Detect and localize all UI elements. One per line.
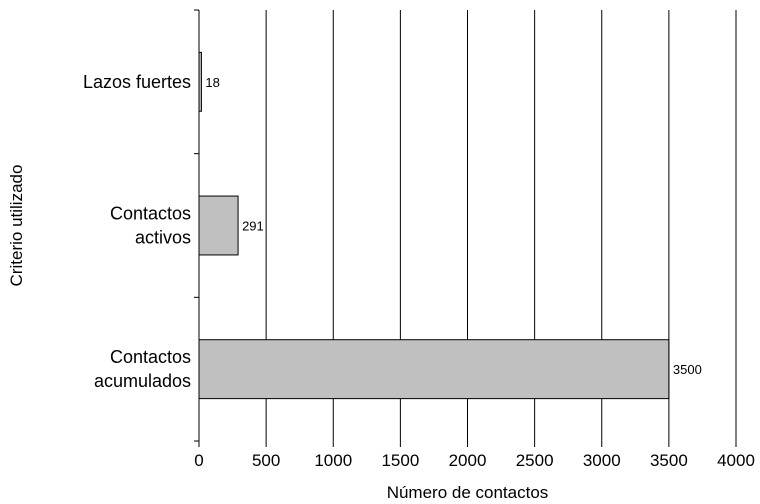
- x-tick-label: 4000: [717, 451, 755, 470]
- x-tick-label: 3000: [583, 451, 621, 470]
- data-label: 3500: [673, 362, 702, 377]
- x-tick-label: 3500: [650, 451, 688, 470]
- y-axis-title: Criterio utilizado: [7, 165, 26, 287]
- category-labels: Lazos fuertes Contactos activos Contactos ac…: [83, 72, 191, 391]
- x-tick-label: 1000: [314, 451, 352, 470]
- x-tick-label: 0: [194, 451, 203, 470]
- x-axis-title: Número de contactos: [387, 483, 549, 502]
- x-tick-label: 2500: [516, 451, 554, 470]
- x-tick-label: 1500: [381, 451, 419, 470]
- x-tick-label: 500: [252, 451, 280, 470]
- bars: [198, 51, 670, 400]
- data-labels: 18 291 3500: [205, 75, 701, 377]
- bar: [198, 339, 670, 400]
- axes: [194, 9, 737, 447]
- data-label: 18: [205, 75, 219, 90]
- category-label: Lazos fuertes: [83, 72, 191, 92]
- data-label: 291: [242, 219, 264, 234]
- category-label: Contactos activos: [110, 204, 191, 248]
- x-tick-label: 2000: [449, 451, 487, 470]
- x-tick-labels: 0 500 1000 1500 2000 2500 3000 3500 4000: [194, 451, 755, 470]
- gridlines: [265, 10, 737, 441]
- bar: [198, 195, 239, 256]
- category-label: Contactos acumulados: [94, 347, 191, 391]
